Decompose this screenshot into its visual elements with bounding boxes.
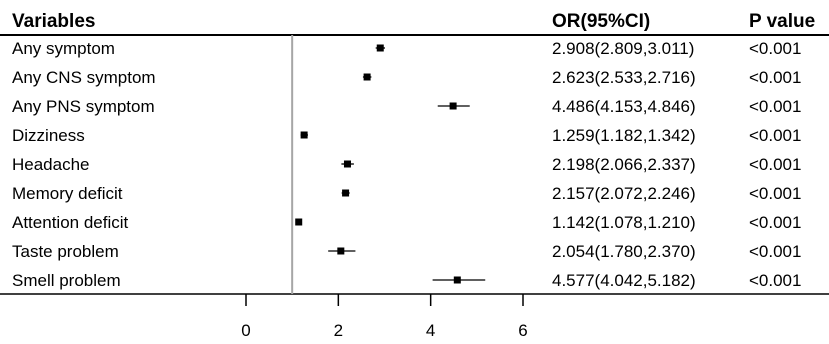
x-axis: 0 2 4 6 (241, 294, 528, 340)
or-point (342, 189, 350, 197)
x-tick-label: 4 (426, 321, 435, 340)
or-point (449, 102, 457, 110)
x-tick-label: 0 (241, 321, 250, 340)
p-value: <0.001 (749, 39, 801, 58)
or-ci-value: 1.259(1.182,1.342) (552, 126, 696, 145)
forest-row: Taste problem 2.054(1.780,2.370) <0.001 (12, 242, 801, 261)
or-ci-value: 2.198(2.066,2.337) (552, 155, 696, 174)
forest-row: Any symptom 2.908(2.809,3.011) <0.001 (12, 39, 801, 58)
x-tick-label: 2 (334, 321, 343, 340)
or-point (337, 247, 345, 255)
or-ci-value: 2.157(2.072,2.246) (552, 184, 696, 203)
forest-row: Any PNS symptom 4.486(4.153,4.846) <0.001 (12, 97, 801, 116)
or-ci-value: 4.486(4.153,4.846) (552, 97, 696, 116)
row-label: Taste problem (12, 242, 119, 261)
or-ci-value: 2.908(2.809,3.011) (552, 39, 694, 58)
p-value: <0.001 (749, 184, 801, 203)
header-variables: Variables (12, 11, 95, 32)
row-label: Memory deficit (12, 184, 123, 203)
or-point (300, 131, 308, 139)
header-or-ci: OR(95%CI) (552, 11, 650, 32)
or-point (295, 218, 303, 226)
or-point (363, 73, 371, 81)
or-ci-value: 2.623(2.533,2.716) (552, 68, 696, 87)
p-value: <0.001 (749, 271, 801, 290)
header-p-value: P value (749, 11, 815, 32)
forest-row: Headache 2.198(2.066,2.337) <0.001 (12, 155, 801, 174)
forest-row: Memory deficit 2.157(2.072,2.246) <0.001 (12, 184, 801, 203)
p-value: <0.001 (749, 213, 801, 232)
row-label: Any CNS symptom (12, 68, 156, 87)
row-label: Attention deficit (12, 213, 129, 232)
p-value: <0.001 (749, 97, 801, 116)
forest-row: Dizziness 1.259(1.182,1.342) <0.001 (12, 126, 801, 145)
row-label: Any PNS symptom (12, 97, 155, 116)
p-value: <0.001 (749, 68, 801, 87)
table-header: Variables OR(95%CI) P value (0, 11, 829, 36)
forest-row: Any CNS symptom 2.623(2.533,2.716) <0.001 (12, 68, 801, 87)
p-value: <0.001 (749, 242, 801, 261)
row-label: Dizziness (12, 126, 85, 145)
x-tick-label: 6 (518, 321, 527, 340)
or-point (376, 44, 384, 52)
or-point (453, 276, 461, 284)
or-ci-value: 1.142(1.078,1.210) (552, 213, 696, 232)
or-ci-value: 4.577(4.042,5.182) (552, 271, 696, 290)
row-label: Smell problem (12, 271, 121, 290)
forest-row: Smell problem 4.577(4.042,5.182) <0.001 (12, 271, 801, 290)
or-point (343, 160, 351, 168)
or-ci-value: 2.054(1.780,2.370) (552, 242, 696, 261)
row-label: Headache (12, 155, 90, 174)
row-label: Any symptom (12, 39, 115, 58)
p-value: <0.001 (749, 126, 801, 145)
p-value: <0.001 (749, 155, 801, 174)
forest-row: Attention deficit 1.142(1.078,1.210) <0.00… (12, 213, 801, 232)
